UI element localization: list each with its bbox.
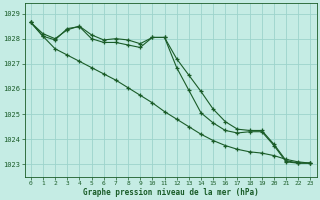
- X-axis label: Graphe pression niveau de la mer (hPa): Graphe pression niveau de la mer (hPa): [83, 188, 259, 197]
